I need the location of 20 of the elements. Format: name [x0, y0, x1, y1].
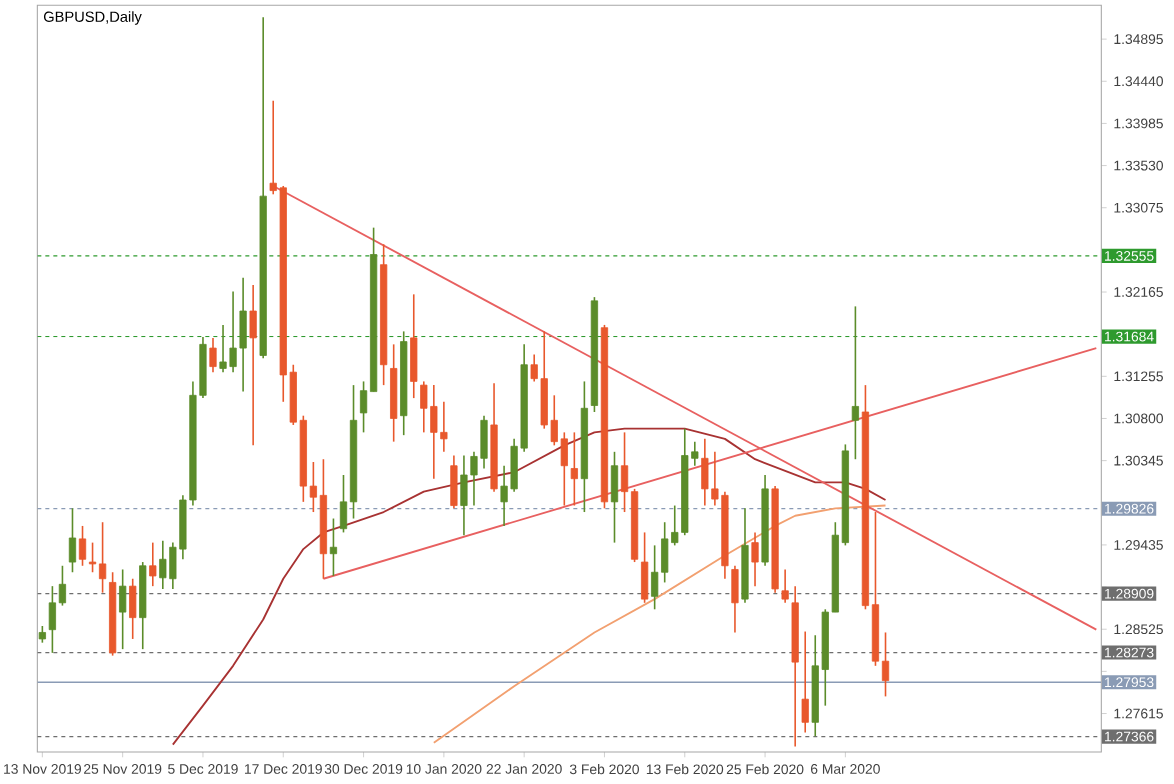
candlestick	[731, 564, 739, 634]
candlestick	[68, 507, 77, 574]
candlestick	[209, 337, 217, 373]
candlestick	[610, 451, 619, 544]
candlestick	[781, 568, 789, 604]
candlestick	[78, 525, 87, 567]
candlestick	[570, 431, 578, 507]
candlestick	[851, 305, 860, 461]
candlestick	[751, 531, 759, 587]
candlestick	[249, 284, 257, 447]
candlestick	[329, 517, 338, 577]
candlestick	[410, 293, 418, 399]
candlestick	[119, 568, 127, 650]
candlestick	[149, 541, 157, 587]
candlestick	[450, 454, 458, 510]
candlestick	[641, 531, 649, 604]
candlestick	[801, 630, 809, 734]
line-series	[432, 504, 887, 744]
line-series	[171, 427, 887, 746]
candlestick	[129, 577, 137, 640]
